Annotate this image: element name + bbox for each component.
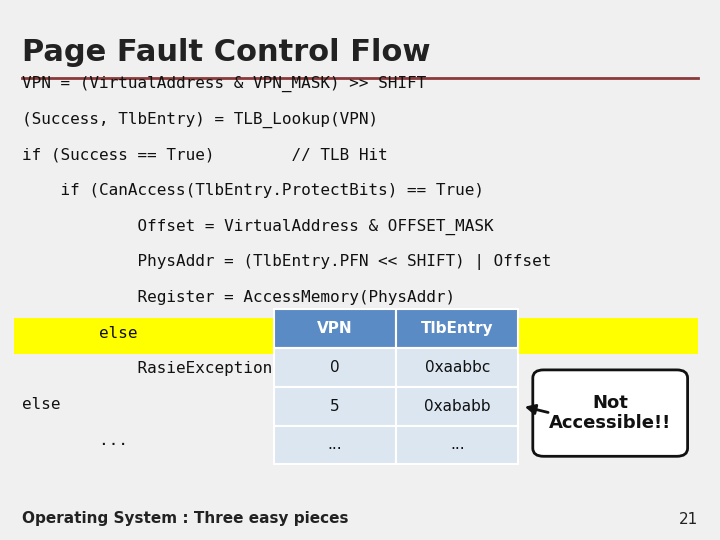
Text: if (CanAccess(TlbEntry.ProtectBits) == True): if (CanAccess(TlbEntry.ProtectBits) == T… bbox=[22, 183, 484, 198]
Text: else: else bbox=[22, 397, 60, 412]
FancyBboxPatch shape bbox=[274, 387, 396, 426]
FancyBboxPatch shape bbox=[14, 318, 698, 354]
Text: Page Fault Control Flow: Page Fault Control Flow bbox=[22, 38, 430, 67]
Text: ...: ... bbox=[328, 437, 342, 453]
Text: Not
Accessible!!: Not Accessible!! bbox=[549, 394, 671, 433]
FancyBboxPatch shape bbox=[274, 348, 396, 387]
Text: 0xababb: 0xababb bbox=[424, 399, 490, 414]
Text: VPN = (VirtualAddress & VPN_MASK) >> SHIFT: VPN = (VirtualAddress & VPN_MASK) >> SHI… bbox=[22, 76, 426, 92]
Text: if (Success == True)        // TLB Hit: if (Success == True) // TLB Hit bbox=[22, 147, 387, 163]
Text: else: else bbox=[22, 326, 137, 341]
Text: (Success, TlbEntry) = TLB_Lookup(VPN): (Success, TlbEntry) = TLB_Lookup(VPN) bbox=[22, 111, 378, 127]
Text: ...: ... bbox=[450, 437, 464, 453]
FancyBboxPatch shape bbox=[396, 387, 518, 426]
Text: VPN: VPN bbox=[317, 321, 353, 336]
Text: RasieException(PROTECTION_FAULT): RasieException(PROTECTION_FAULT) bbox=[22, 361, 445, 377]
Text: Operating System : Three easy pieces: Operating System : Three easy pieces bbox=[22, 511, 348, 526]
Text: TlbEntry: TlbEntry bbox=[421, 321, 493, 336]
FancyBboxPatch shape bbox=[396, 309, 518, 348]
Text: Offset = VirtualAddress & OFFSET_MASK: Offset = VirtualAddress & OFFSET_MASK bbox=[22, 218, 493, 234]
Text: ...: ... bbox=[22, 433, 127, 448]
FancyBboxPatch shape bbox=[396, 348, 518, 387]
FancyBboxPatch shape bbox=[396, 426, 518, 464]
Text: PhysAddr = (TlbEntry.PFN << SHIFT) | Offset: PhysAddr = (TlbEntry.PFN << SHIFT) | Off… bbox=[22, 254, 551, 270]
Text: 21: 21 bbox=[679, 511, 698, 526]
Text: Register = AccessMemory(PhysAddr): Register = AccessMemory(PhysAddr) bbox=[22, 290, 455, 305]
Text: 0: 0 bbox=[330, 360, 340, 375]
Text: 0xaabbc: 0xaabbc bbox=[425, 360, 490, 375]
FancyBboxPatch shape bbox=[274, 309, 396, 348]
FancyBboxPatch shape bbox=[533, 370, 688, 456]
FancyBboxPatch shape bbox=[274, 426, 396, 464]
Text: 5: 5 bbox=[330, 399, 340, 414]
